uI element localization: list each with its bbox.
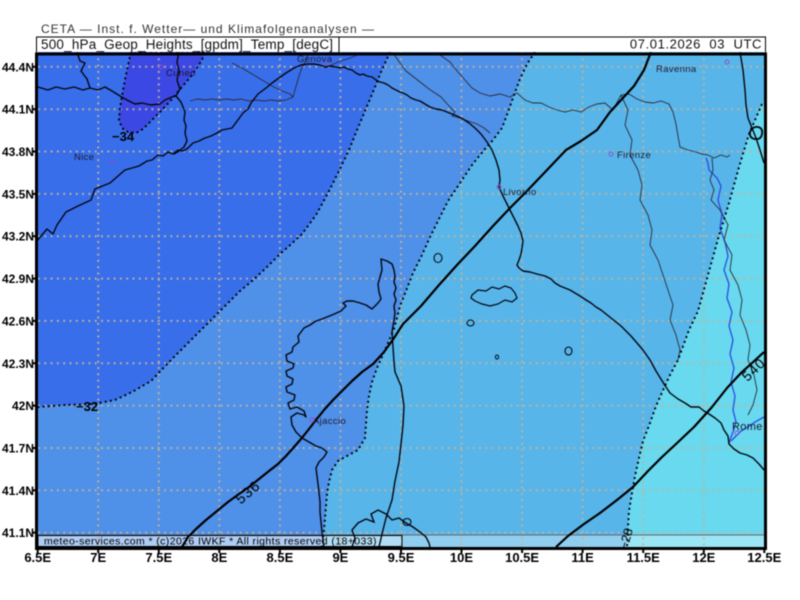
svg-text:Rome: Rome <box>732 421 763 433</box>
svg-text:6.5E: 6.5E <box>24 550 51 565</box>
svg-text:43.8N: 43.8N <box>2 145 34 159</box>
svg-text:9.5E: 9.5E <box>388 550 415 565</box>
svg-text:8E: 8E <box>211 550 227 565</box>
svg-text:42.3N: 42.3N <box>2 357 34 371</box>
svg-text:Firenze: Firenze <box>617 150 651 161</box>
svg-text:44.1N: 44.1N <box>2 103 34 117</box>
svg-text:7.5E: 7.5E <box>145 550 172 565</box>
svg-text:12.5E: 12.5E <box>747 550 781 565</box>
svg-text:12E: 12E <box>692 550 715 565</box>
svg-text:10.5E: 10.5E <box>505 550 539 565</box>
svg-text:meteo-services.com * (c)2026 I: meteo-services.com * (c)2026 IWKF * All … <box>44 536 377 548</box>
svg-text:42.6N: 42.6N <box>2 314 34 328</box>
svg-text:10E: 10E <box>450 550 473 565</box>
svg-text:43.2N: 43.2N <box>2 230 34 244</box>
svg-text:11.5E: 11.5E <box>627 550 661 565</box>
svg-text:8.5E: 8.5E <box>267 550 294 565</box>
svg-text:7E: 7E <box>90 550 106 565</box>
svg-text:Ajaccio: Ajaccio <box>313 416 346 427</box>
svg-text:Livorno: Livorno <box>503 187 537 198</box>
svg-text:42.9N: 42.9N <box>2 272 34 286</box>
svg-text:Ravenna: Ravenna <box>656 64 697 75</box>
svg-text:Cuneo: Cuneo <box>166 68 196 79</box>
svg-text:Genova: Genova <box>297 54 333 65</box>
svg-text:44.4N: 44.4N <box>2 60 34 74</box>
svg-text:07.01.2026 03 UTC: 07.01.2026 03 UTC <box>630 37 762 52</box>
svg-text:CETA — Inst. f. Wetter— und Kl: CETA — Inst. f. Wetter— und Klimafolgena… <box>41 22 375 36</box>
svg-text:Nice: Nice <box>74 152 94 163</box>
svg-text:41.1N: 41.1N <box>2 526 34 540</box>
svg-text:−34: −34 <box>112 129 135 144</box>
svg-text:−28: −28 <box>617 527 636 551</box>
svg-text:9E: 9E <box>332 550 348 565</box>
svg-text:500_hPa_Geop_Heights_[gpdm]_Te: 500_hPa_Geop_Heights_[gpdm]_Temp_[degC] <box>41 37 333 52</box>
svg-text:41.4N: 41.4N <box>2 484 34 498</box>
svg-text:41.7N: 41.7N <box>2 442 34 456</box>
svg-text:43.5N: 43.5N <box>2 187 34 201</box>
svg-text:11E: 11E <box>571 550 594 565</box>
svg-text:−32: −32 <box>76 399 98 414</box>
svg-text:42N: 42N <box>12 399 34 413</box>
